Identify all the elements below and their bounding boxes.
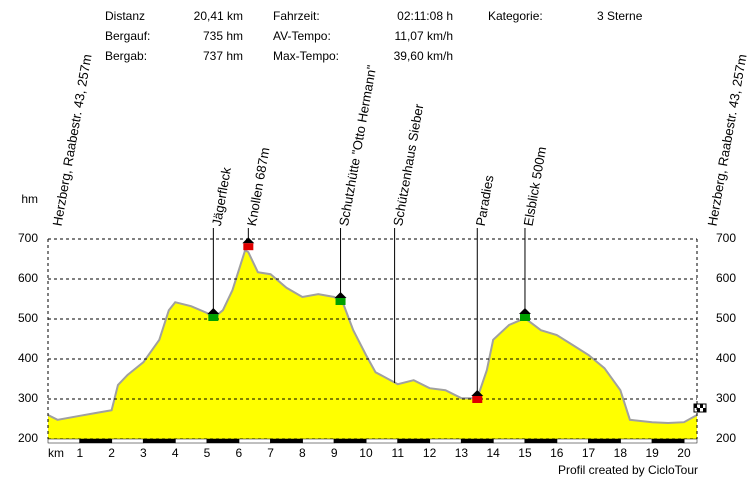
x-tick-label: 19 xyxy=(645,446,659,460)
scale-segment xyxy=(651,438,685,444)
x-tick-label: 20 xyxy=(677,446,691,460)
stat-label: Distanz xyxy=(105,9,145,23)
marker-roof xyxy=(518,308,531,314)
y-tick-label-right: 600 xyxy=(716,271,736,285)
scale-segment xyxy=(111,438,144,444)
stat-label: AV-Tempo: xyxy=(273,29,331,43)
y-tick-label: 200 xyxy=(18,431,38,445)
stat-value: 11,07 km/h xyxy=(395,29,453,43)
scale-segment xyxy=(620,438,653,444)
scale-segment xyxy=(270,438,303,444)
y-tick-label-right: 500 xyxy=(716,311,736,325)
marker xyxy=(243,243,254,251)
scale-segment xyxy=(174,438,208,444)
x-tick-label: 3 xyxy=(140,446,147,460)
x-tick-label: 4 xyxy=(172,446,179,460)
x-tick-label: 6 xyxy=(235,446,242,460)
y-tick-label: 700 xyxy=(18,231,38,245)
annotation-label: Jägerfleck xyxy=(209,166,234,227)
x-tick-label: 10 xyxy=(359,446,373,460)
stat-label: Max-Tempo: xyxy=(273,49,339,63)
marker-roof xyxy=(334,292,347,298)
annotation-label: Paradies xyxy=(473,173,497,227)
scale-segment xyxy=(461,438,494,444)
stat-value: 39,60 km/h xyxy=(394,49,453,63)
scale-segment xyxy=(333,438,367,444)
x-axis-label: km xyxy=(48,446,64,460)
x-tick-label: 7 xyxy=(267,446,274,460)
stat-value: 737 hm xyxy=(203,49,243,63)
annotation-label: Schützenhaus Sieber xyxy=(390,102,426,227)
stat-value: 735 hm xyxy=(203,29,243,43)
annotation-label: Elsblick 500m xyxy=(521,146,550,228)
marker xyxy=(208,314,219,321)
scale-segment xyxy=(238,438,271,444)
marker-roof xyxy=(471,390,484,396)
annotation-label: Herzberg, Raabestr. 43, 257m xyxy=(50,53,95,227)
stat-value: 3 Sterne xyxy=(597,9,643,23)
stat-label: Fahrzeit: xyxy=(273,9,320,23)
marker-roof xyxy=(207,308,220,314)
scale-segment xyxy=(524,438,558,444)
scale-segment xyxy=(143,438,176,444)
x-tick-label: 15 xyxy=(518,446,532,460)
marker xyxy=(472,396,483,403)
x-tick-label: 17 xyxy=(582,446,596,460)
scale-segment xyxy=(302,438,335,444)
x-tick-label: 8 xyxy=(299,446,306,460)
area-fill xyxy=(48,250,697,439)
x-tick-label: 11 xyxy=(392,446,405,460)
marker xyxy=(335,298,346,305)
x-tick-label: 18 xyxy=(614,446,628,460)
scale-segment xyxy=(47,438,81,444)
y-tick-label: 400 xyxy=(18,351,38,365)
x-tick-label: 9 xyxy=(331,446,338,460)
annotation-label: Knollen 687m xyxy=(244,146,273,227)
footer: Profil created by CicloTour xyxy=(558,463,698,477)
x-tick-label: 16 xyxy=(550,446,564,460)
x-tick-label: 5 xyxy=(204,446,211,460)
scale-segment xyxy=(683,438,698,444)
marker xyxy=(519,314,530,321)
y-axis-label: hm xyxy=(21,192,38,206)
x-tick-label: 1 xyxy=(76,446,83,460)
stat-value: 20,41 km xyxy=(194,9,243,23)
y-tick-label: 500 xyxy=(18,311,38,325)
y-tick-label-right: 700 xyxy=(716,231,736,245)
x-tick-label: 12 xyxy=(423,446,437,460)
scale-segment xyxy=(429,438,462,444)
scale-segment xyxy=(365,438,399,444)
stat-label: Kategorie: xyxy=(488,9,543,23)
stat-value: 02:11:08 h xyxy=(397,9,453,23)
x-tick-label: 13 xyxy=(455,446,469,460)
scale-segment xyxy=(556,438,589,444)
stat-label: Bergauf: xyxy=(105,29,150,43)
scale-segment xyxy=(397,438,430,444)
annotation-label: Herzberg, Raabestr. 43, 257m xyxy=(705,53,749,227)
x-tick-label: 2 xyxy=(108,446,115,460)
y-tick-label: 600 xyxy=(18,271,38,285)
marker-roof xyxy=(242,237,255,244)
annotation-label: Schutzhütte "Otto Hermann" xyxy=(336,63,379,227)
x-tick-label: 14 xyxy=(486,446,500,460)
finish-flag xyxy=(693,403,707,413)
y-tick-label: 300 xyxy=(18,391,38,405)
y-tick-label-right: 300 xyxy=(716,391,736,405)
scale-segment xyxy=(492,438,526,444)
scale-segment xyxy=(588,438,621,444)
scale-segment xyxy=(206,438,240,444)
stat-label: Bergab: xyxy=(105,49,147,63)
y-tick-label-right: 400 xyxy=(716,351,736,365)
scale-segment xyxy=(79,438,112,444)
y-tick-label-right: 200 xyxy=(716,431,736,445)
